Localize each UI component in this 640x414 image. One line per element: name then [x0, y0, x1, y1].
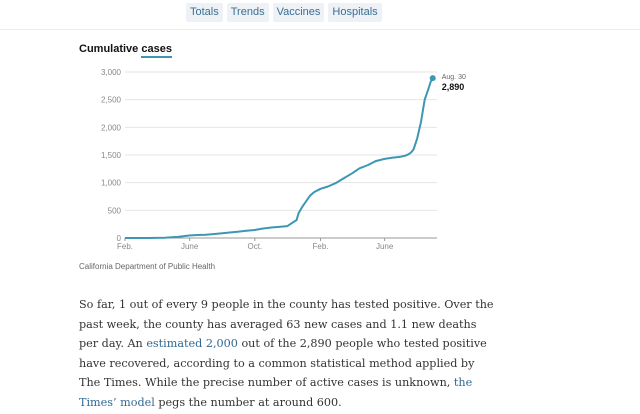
gridlines: [125, 71, 437, 239]
paragraph-text-3: pegs the number at around 600.: [154, 395, 342, 409]
series-line: [125, 77, 434, 239]
last-point: [429, 75, 436, 82]
x-tick-label: June: [181, 242, 199, 251]
y-axis: 0 500 1,000 1,500 2,000 2,500 3,000: [101, 68, 122, 243]
chart-source: California Department of Public Health: [79, 262, 216, 271]
tab-vaccines[interactable]: Vaccines: [272, 3, 325, 22]
y-tick-label: 2,500: [101, 96, 122, 105]
times-model-link[interactable]: the Times’ model: [79, 376, 473, 409]
x-tick-label: Feb.: [313, 242, 329, 251]
y-tick-label: 0: [117, 234, 122, 243]
y-tick-label: 1,500: [101, 151, 122, 160]
paragraph-text-1: So far, 1 out of every 9 people in the c…: [79, 298, 494, 350]
chart-title: Cumulative cases: [79, 43, 172, 55]
chart-title-emphasis: cases: [141, 43, 172, 55]
annotation-date: Aug. 30: [442, 74, 466, 81]
tab-totals[interactable]: Totals: [186, 3, 223, 22]
x-tick-label: Feb.: [117, 242, 133, 251]
y-tick-label: 500: [108, 206, 122, 215]
x-axis: Feb. June Oct. Feb. June: [117, 238, 394, 251]
y-tick-label: 3,000: [101, 68, 122, 77]
chart-title-prefix: Cumulative: [79, 43, 142, 55]
y-tick-label: 2,000: [101, 123, 122, 132]
nav-bar: Totals Trends Vaccines Hospitals: [0, 0, 640, 30]
tab-trends[interactable]: Trends: [226, 3, 269, 22]
body-paragraph: So far, 1 out of every 9 people in the c…: [79, 295, 499, 412]
paragraph-text-2: out of the 2,890 people who tested posit…: [79, 337, 487, 389]
x-tick-label: June: [376, 242, 394, 251]
annotation: Aug. 302,890: [442, 74, 466, 92]
section-nav: Totals Trends Vaccines Hospitals: [186, 3, 382, 22]
tab-hospitals[interactable]: Hospitals: [328, 3, 382, 22]
y-tick-label: 1,000: [101, 179, 122, 188]
estimated-link[interactable]: estimated 2,000: [146, 337, 238, 350]
series-group: [125, 75, 436, 239]
annotation-value: 2,890: [442, 82, 465, 92]
x-tick-label: Oct.: [247, 242, 262, 251]
